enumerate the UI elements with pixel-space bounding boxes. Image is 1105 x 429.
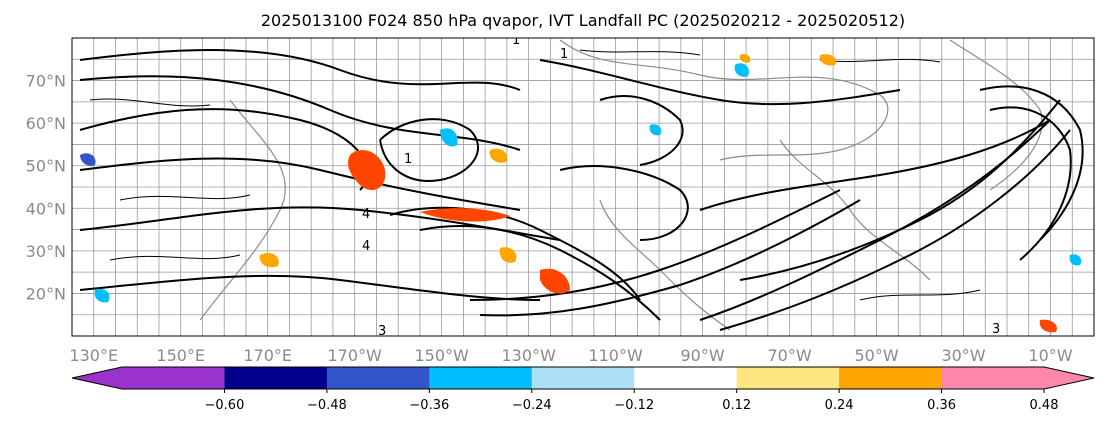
longitude-label: 70°W [767, 346, 811, 365]
latitude-label: 70°N [26, 72, 66, 91]
contour-labels: 1 4 1 1 4 3 3 [362, 33, 1000, 339]
contour-line [469, 189, 841, 301]
anomaly-negative [1069, 254, 1082, 266]
latitude-label: 50°N [26, 157, 66, 176]
longitude-label: 10°W [1028, 346, 1072, 365]
contour-label: 4 [362, 207, 370, 222]
anomaly-negative [80, 153, 96, 166]
colorbar-tick-label: −0.48 [307, 398, 347, 413]
colorbar-segment [429, 367, 533, 389]
latitude-label: 30°N [26, 242, 66, 261]
longitude-label: 150°E [156, 346, 205, 365]
colorbar-segment [326, 367, 430, 389]
coastlines [199, 39, 1043, 331]
contour-line [89, 98, 211, 107]
latitude-label: 60°N [26, 114, 66, 133]
contour-label: 1 [560, 47, 568, 62]
colorbar-extend-high [941, 367, 1094, 389]
longitude-label: 170°E [243, 346, 292, 365]
longitude-label: 170°W [328, 346, 383, 365]
map-panel: 1 4 1 1 4 3 3 [71, 33, 1095, 339]
anomaly-positive [739, 53, 751, 63]
anomaly-negative [440, 128, 458, 147]
coast-greenland [949, 39, 1043, 191]
anomaly-positive [489, 148, 507, 163]
longitude-label: 90°W [681, 346, 725, 365]
anomaly-positive [420, 208, 510, 222]
contour-line [989, 106, 1072, 261]
contour-line [389, 206, 641, 301]
anomaly-positive [259, 253, 279, 268]
colorbar-segment [531, 367, 635, 389]
anomaly-positive [499, 247, 517, 263]
longitude-labels: 130°E 150°E 170°E 170°W 150°W 130°W 110°W 90°W 7… [69, 346, 1072, 365]
contour-line [79, 49, 521, 91]
latitude-label: 40°N [26, 199, 66, 218]
contour-line [119, 194, 251, 201]
coast-asia [199, 99, 286, 321]
longitude-label: 50°W [854, 346, 898, 365]
anomaly-positive [1039, 319, 1057, 333]
colorbar-tick-label: 0.24 [825, 398, 854, 413]
contour-line [109, 254, 241, 261]
contour-field: 1 4 1 1 4 3 3 [79, 33, 1084, 339]
contour-line [979, 85, 1084, 241]
contour-line [379, 118, 480, 182]
anomaly-positive [540, 268, 570, 294]
colorbar-extend-low [72, 367, 225, 389]
contour-label: 3 [992, 322, 1000, 337]
colorbar-tick-label: −0.12 [614, 398, 654, 413]
contour-line [579, 49, 701, 56]
longitude-label: 150°W [414, 346, 469, 365]
contour-line [719, 129, 1071, 331]
longitude-label: 110°W [588, 346, 643, 365]
contour-line [479, 199, 861, 317]
contour-line [559, 165, 689, 241]
anomaly-negative [734, 63, 749, 77]
anomaly-negative [649, 124, 662, 136]
contour-line [859, 289, 981, 301]
coast-north-america [559, 39, 889, 161]
colorbar-segment [736, 367, 840, 389]
positive-anomaly-fills [259, 53, 1057, 333]
contour-line [739, 99, 1061, 281]
colorbar-segment [839, 367, 943, 389]
ivt-contours [79, 49, 1084, 331]
colorbar-tick-label: −0.24 [512, 398, 552, 413]
negative-anomaly-fills [80, 63, 1082, 303]
contour-line [539, 59, 901, 106]
colorbar-tick-label: 0.48 [1030, 398, 1059, 413]
colorbar-tick-label: 0.12 [722, 398, 751, 413]
contour-line [79, 274, 541, 301]
anomaly-negative [94, 288, 110, 303]
colorbar-tick-label: −0.36 [409, 398, 449, 413]
coast-east-america [779, 139, 931, 281]
longitude-label: 130°W [501, 346, 556, 365]
contour-line [79, 75, 521, 151]
contour-label: 1 [512, 33, 520, 48]
colorbar: −0.60 −0.48 −0.36 −0.24 −0.12 0.12 0.24 0.36 0.4… [71, 366, 1095, 413]
map-frame [71, 37, 1095, 337]
contour-line [79, 157, 521, 211]
colorbar-tick-label: 0.36 [927, 398, 956, 413]
longitude-label: 130°E [69, 346, 118, 365]
colorbar-segment [224, 367, 328, 389]
contour-label: 4 [362, 239, 370, 254]
latitude-label: 20°N [26, 284, 66, 303]
colorbar-outline [71, 366, 1095, 390]
anomaly-positive [819, 54, 837, 66]
colorbar-segment [634, 367, 738, 389]
contour-line [599, 95, 684, 166]
contour-label: 3 [378, 324, 386, 339]
contour-line [699, 119, 1051, 211]
anomaly-positive [348, 150, 386, 190]
contour-line [419, 225, 661, 321]
map-title: 2025013100 F024 850 hPa qvapor, IVT Land… [261, 11, 905, 30]
colorbar-tick-label: −0.60 [205, 398, 245, 413]
longitude-label: 30°W [941, 346, 985, 365]
contour-label: 1 [404, 152, 412, 167]
latitude-labels: 20°N 30°N 40°N 50°N 60°N 70°N [26, 72, 66, 304]
